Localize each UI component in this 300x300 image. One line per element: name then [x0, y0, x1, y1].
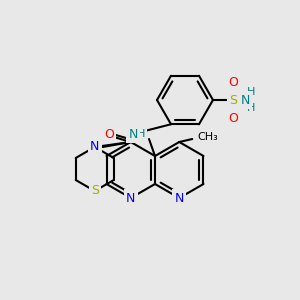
Text: H: H — [247, 87, 255, 97]
Text: O: O — [228, 112, 238, 124]
Text: N: N — [126, 191, 135, 205]
Text: O: O — [104, 128, 114, 140]
Text: N: N — [90, 140, 99, 154]
Text: H: H — [137, 129, 145, 139]
Text: N: N — [175, 191, 184, 205]
Text: N: N — [90, 140, 99, 154]
Text: S: S — [229, 94, 237, 106]
Text: CH₃: CH₃ — [197, 132, 218, 142]
Text: S: S — [91, 184, 99, 197]
Text: N: N — [128, 128, 138, 140]
Text: N: N — [240, 94, 250, 106]
Text: O: O — [228, 76, 238, 88]
Text: H: H — [247, 103, 255, 113]
